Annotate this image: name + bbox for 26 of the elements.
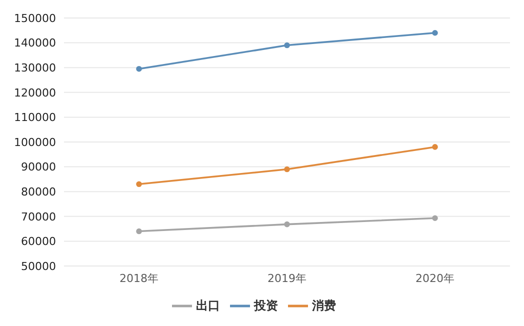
y-tick-label: 140000	[14, 36, 56, 50]
y-tick-label: 150000	[14, 12, 56, 25]
y-tick-label: 70000	[21, 210, 56, 224]
x-tick-label: 2019年	[268, 272, 306, 285]
x-tick-label: 2018年	[120, 272, 158, 285]
point	[432, 144, 438, 150]
legend-label: 消费	[312, 298, 336, 312]
y-tick-label: 130000	[14, 62, 56, 75]
y-tick-label: 60000	[21, 235, 56, 248]
point	[432, 215, 438, 222]
point	[136, 66, 142, 72]
point	[284, 166, 290, 172]
point	[136, 228, 142, 234]
y-tick-label: 100000	[14, 136, 56, 149]
x-tick-label: 2020年	[416, 272, 454, 285]
y-tick-label: 90000	[21, 160, 56, 174]
legend-label: 投资	[254, 298, 278, 312]
y-tick-label: 120000	[14, 86, 56, 100]
y-tick-label: 50000	[21, 260, 56, 273]
point	[432, 30, 438, 36]
point	[284, 221, 290, 228]
y-tick-label: 110000	[14, 111, 56, 124]
legend-label: 出口	[196, 298, 220, 312]
point	[284, 42, 290, 48]
y-tick-label: 80000	[21, 186, 56, 199]
point	[136, 181, 142, 188]
